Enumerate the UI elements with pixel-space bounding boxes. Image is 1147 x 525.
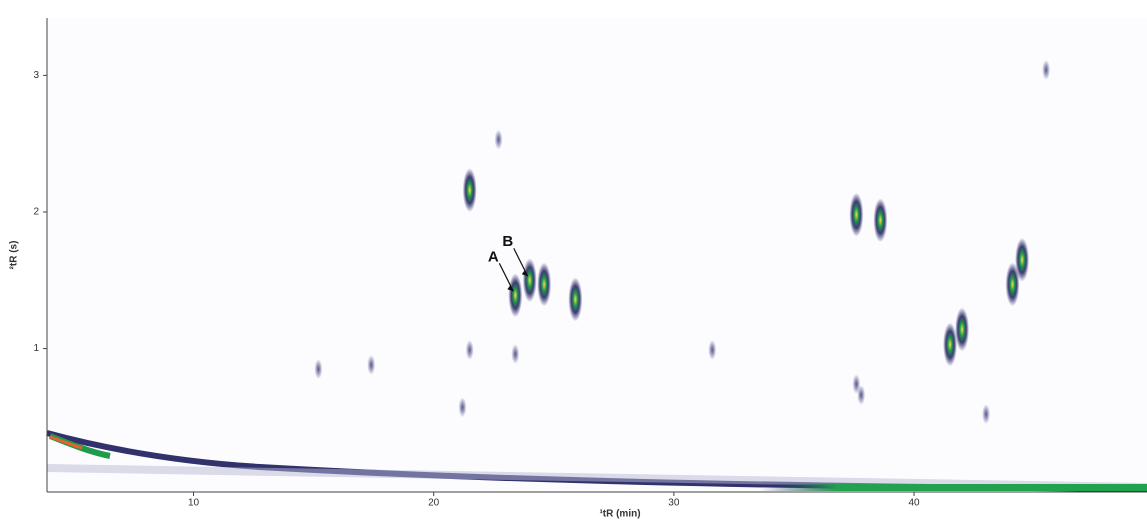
peak xyxy=(1015,238,1029,282)
peak xyxy=(495,130,503,150)
x-tick-label: 40 xyxy=(908,498,920,509)
y-tick-label: 3 xyxy=(33,70,39,81)
annotation: A xyxy=(488,248,499,265)
peak xyxy=(466,340,474,360)
peak xyxy=(511,344,519,364)
x-tick-label: 10 xyxy=(188,498,200,509)
peak xyxy=(943,322,957,366)
page: {"chart_data": {"type": "scatter", "x_la… xyxy=(0,0,1147,525)
peak xyxy=(857,385,865,405)
x-tick-label: 20 xyxy=(428,498,440,509)
peak xyxy=(459,397,467,417)
plot-area xyxy=(47,18,1147,492)
chart: ¹tR (min) ²tR (s) 10 20 30 40 1 2 3 AB xyxy=(0,0,1147,520)
peak xyxy=(955,307,969,351)
peak xyxy=(873,198,887,242)
peak xyxy=(1042,60,1050,80)
peak xyxy=(982,404,990,424)
column-bleed-band xyxy=(760,484,1147,491)
y-tick-label: 2 xyxy=(33,207,39,218)
peak xyxy=(568,277,582,321)
peak xyxy=(314,359,322,379)
peak xyxy=(508,273,522,317)
peak xyxy=(367,355,375,375)
peak xyxy=(523,258,537,302)
peak xyxy=(849,193,863,237)
y-tick-label: 1 xyxy=(33,343,39,354)
x-axis-label: ¹tR (min) xyxy=(599,509,640,520)
peak xyxy=(537,262,551,306)
y-axis-label: ²tR (s) xyxy=(9,241,20,270)
x-tick-label: 30 xyxy=(668,498,680,509)
annotation: B xyxy=(502,233,513,250)
peak xyxy=(708,340,716,360)
peak xyxy=(463,168,477,212)
